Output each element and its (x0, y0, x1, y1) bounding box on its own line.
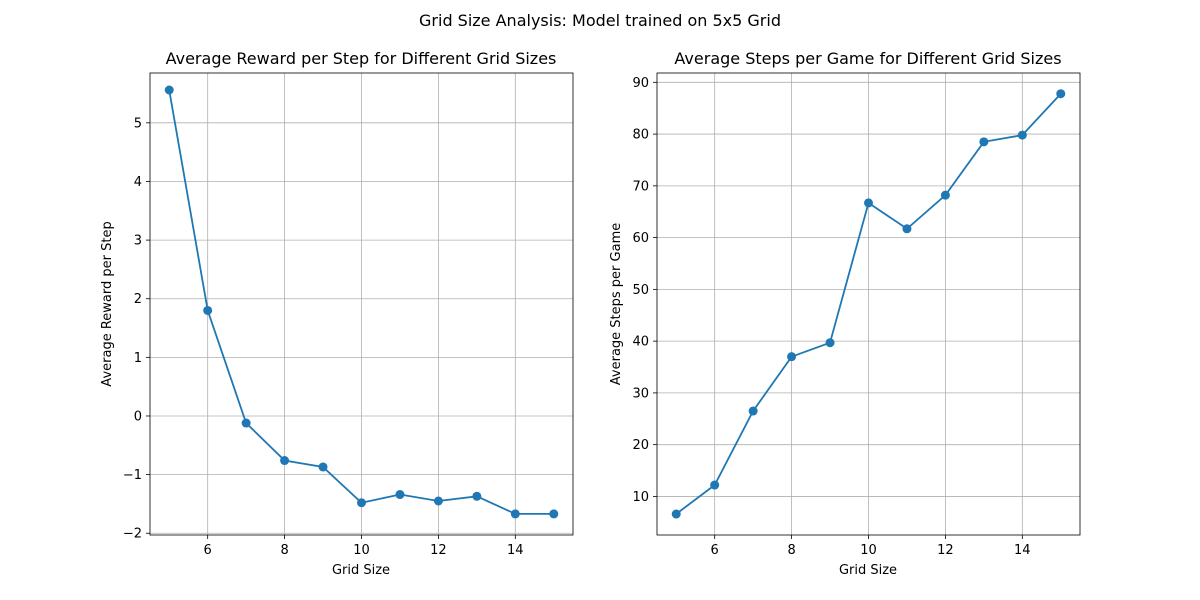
reward-data-point (357, 498, 366, 508)
steps-xtick-label: 6 (711, 543, 719, 558)
reward-chart-grid (150, 73, 573, 535)
figure-title: Grid Size Analysis: Model trained on 5x5… (419, 11, 781, 30)
reward-xtick-label: 14 (507, 543, 524, 558)
steps-ytick-label: 20 (632, 438, 649, 453)
reward-chart-frame (149, 72, 574, 536)
reward-data-point (203, 305, 213, 315)
steps-ytick-label: 50 (632, 283, 649, 298)
steps-xtick-label: 10 (860, 543, 877, 558)
steps-data-point (825, 338, 835, 348)
reward-data-point (472, 491, 482, 501)
steps-ytick-label: 80 (632, 128, 649, 143)
reward-chart-series (164, 85, 559, 519)
steps-chart: Average Steps per Game for Different Gri… (609, 49, 1081, 578)
steps-chart-ticks: 6 8 10 12 14 10 20 30 40 50 60 70 80 90 (632, 76, 1030, 558)
steps-ytick-label: 70 (632, 179, 649, 194)
steps-data-point (671, 509, 681, 519)
steps-chart-ylabel: Average Steps per Game (609, 223, 624, 385)
reward-data-point (241, 418, 251, 428)
steps-ytick-label: 90 (632, 76, 649, 91)
steps-xtick-label: 8 (787, 543, 795, 558)
steps-ytick-label: 40 (632, 335, 649, 350)
reward-chart-xlabel: Grid Size (332, 563, 390, 578)
reward-ytick-label: 5 (134, 116, 142, 131)
reward-xtick-label: 6 (204, 543, 212, 558)
steps-chart-title: Average Steps per Game for Different Gri… (674, 49, 1061, 68)
steps-xtick-label: 14 (1014, 543, 1031, 558)
steps-data-point (1017, 130, 1027, 140)
reward-ytick-label: 0 (134, 409, 142, 424)
steps-chart-xlabel: Grid Size (839, 563, 897, 578)
steps-ytick-label: 10 (632, 490, 649, 505)
steps-xtick-label: 12 (937, 543, 954, 558)
steps-data-point (787, 352, 797, 362)
reward-ytick-label: 3 (134, 234, 142, 249)
reward-data-point (510, 509, 520, 519)
steps-data-point (864, 198, 873, 208)
reward-data-point (549, 509, 559, 519)
steps-data-point (710, 480, 720, 490)
steps-ytick-label: 60 (632, 231, 649, 246)
reward-xtick-label: 8 (280, 543, 288, 558)
reward-ytick-label: 2 (134, 292, 142, 307)
steps-data-point (748, 406, 758, 416)
steps-ytick-label: 30 (632, 386, 649, 401)
reward-data-point (433, 496, 443, 506)
steps-chart-grid (657, 73, 1080, 535)
reward-chart-title: Average Reward per Step for Different Gr… (166, 49, 557, 68)
steps-data-point (1056, 89, 1066, 99)
steps-data-point (979, 137, 989, 147)
reward-ytick-label: 4 (134, 175, 142, 190)
reward-data-point (395, 490, 405, 500)
reward-chart-ylabel: Average Reward per Step (100, 221, 115, 386)
steps-chart-frame (656, 72, 1081, 536)
reward-xtick-label: 12 (430, 543, 447, 558)
reward-ytick-label: 1 (134, 351, 142, 366)
reward-xtick-label: 10 (353, 543, 370, 558)
reward-data-point (164, 85, 174, 95)
reward-data-point (318, 462, 328, 472)
steps-data-point (902, 224, 912, 234)
reward-ytick-label: −2 (123, 527, 142, 542)
steps-chart-series (671, 89, 1066, 519)
reward-ytick-label: −1 (123, 468, 142, 483)
reward-data-point (280, 456, 290, 466)
steps-data-point (940, 190, 950, 200)
reward-chart: Average Reward per Step for Different Gr… (100, 49, 574, 578)
